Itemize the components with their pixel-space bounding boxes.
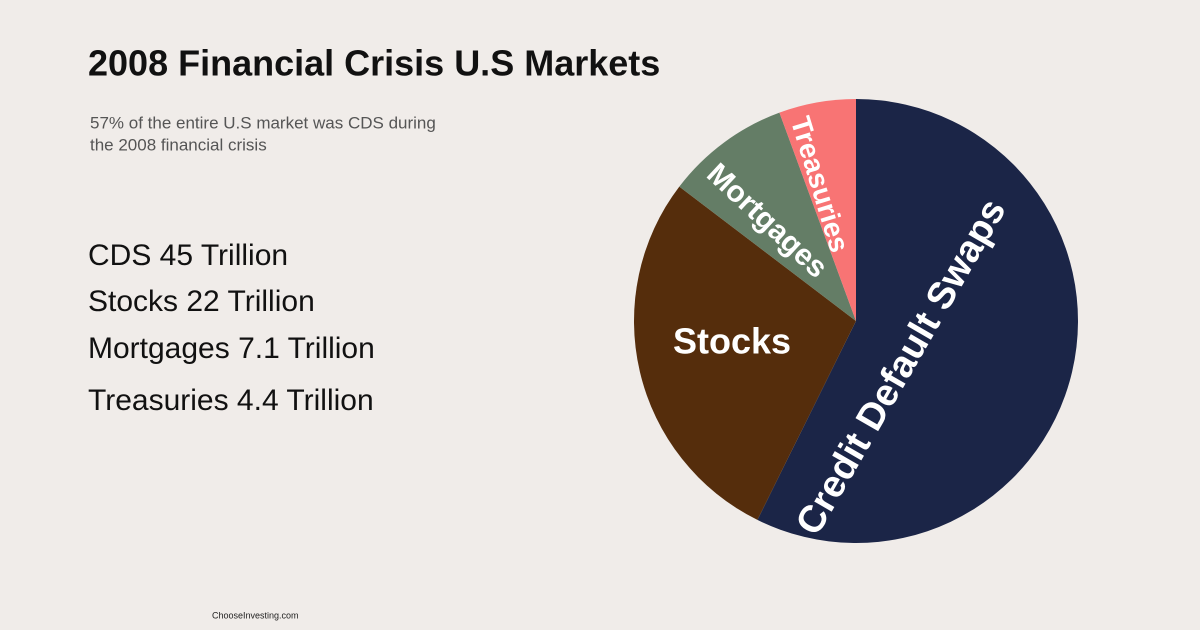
pie-slice xyxy=(779,99,856,321)
value-label: Mortgages 7.1 Trillion xyxy=(88,332,375,365)
source: ChooseInvesting.com xyxy=(212,610,299,620)
value-label: Stocks 22 Trillion xyxy=(88,285,315,318)
slice-label: Stocks xyxy=(673,321,791,362)
subtitle-line: the 2008 financial crisis xyxy=(90,135,267,154)
pie-slice xyxy=(634,186,856,520)
pie-slice xyxy=(679,112,856,322)
value-label: Treasuries 4.4 Trillion xyxy=(88,384,374,417)
pie-slice xyxy=(757,99,1078,543)
value-label: CDS 45 Trillion xyxy=(88,239,288,272)
subtitle-line: 57% of the entire U.S market was CDS dur… xyxy=(90,113,436,132)
chart-title: 2008 Financial Crisis U.S Markets xyxy=(88,43,660,84)
